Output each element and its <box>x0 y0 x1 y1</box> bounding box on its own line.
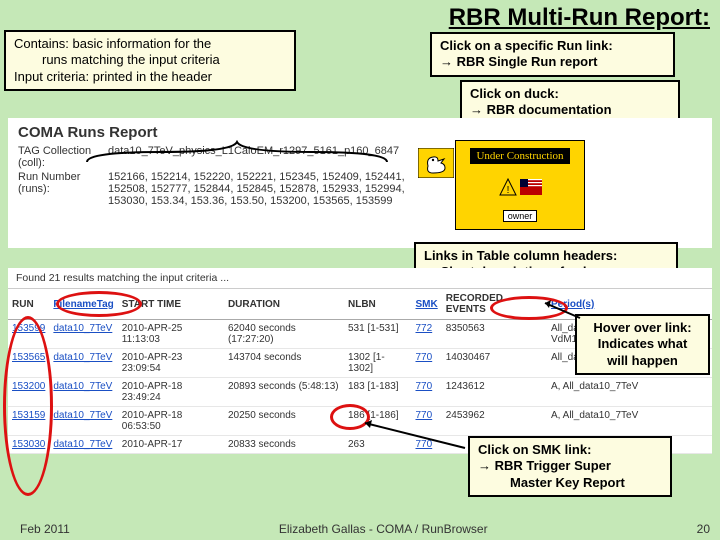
owner-label: owner <box>503 210 538 222</box>
meta-label-tag: TAG Collection (coll): <box>18 145 98 169</box>
callout-line: will happen <box>607 353 678 368</box>
cell-run[interactable]: 153200 <box>8 378 49 407</box>
cell-nlbn: 531 [1-531] <box>344 320 412 349</box>
report-header-area: COMA Runs Report TAG Collection (coll): … <box>8 118 712 248</box>
under-construction-label: Under Construction <box>470 148 569 164</box>
cell-period: A, All_data10_7TeV <box>547 378 712 407</box>
cell-recorded: 1243612 <box>442 378 547 407</box>
cell-duration: 20250 seconds <box>224 407 344 436</box>
col-smk[interactable]: SMK <box>412 289 442 320</box>
cell-run[interactable]: 153599 <box>8 320 49 349</box>
under-construction-box: Under Construction ! owner <box>455 140 585 230</box>
cell-smk[interactable]: 772 <box>412 320 442 349</box>
callout-contains: Contains: basic information for the runs… <box>4 30 296 91</box>
cell-smk[interactable]: 770 <box>412 407 442 436</box>
footer-page: 20 <box>697 522 710 536</box>
footer-author: Elizabeth Gallas - COMA / RunBrowser <box>279 522 488 536</box>
cell-recorded: 14030467 <box>442 349 547 378</box>
col-duration: DURATION <box>224 289 344 320</box>
meta-value-runs-a: 152166, 152214, 152220, 152221, 152345, … <box>108 171 405 183</box>
callout-line: RBR documentation <box>487 102 612 117</box>
col-start: START TIME <box>118 289 224 320</box>
cell-start: 2010-APR-23 23:09:54 <box>118 349 224 378</box>
cell-smk[interactable]: 770 <box>412 436 442 454</box>
callout-runlink: Click on a specific Run link: → RBR Sing… <box>430 32 675 77</box>
results-count-msg: Found 21 results matching the input crit… <box>8 268 712 289</box>
cell-recorded: 8350563 <box>442 320 547 349</box>
callout-hover: Hover over link: Indicates what will hap… <box>575 314 710 375</box>
col-run: RUN <box>8 289 49 320</box>
callout-line: RBR Trigger Super <box>495 458 611 473</box>
callout-line: Master Key Report <box>510 475 625 490</box>
callout-line: Click on duck: <box>470 86 559 101</box>
callout-line: Input criteria: printed in the header <box>14 69 286 85</box>
cell-nlbn: 1302 [1-1302] <box>344 349 412 378</box>
cell-nlbn: 186 [1-186] <box>344 407 412 436</box>
svg-text:!: ! <box>506 185 509 196</box>
col-filetag[interactable]: FilenameTag <box>49 289 117 320</box>
page-title: RBR Multi-Run Report: <box>449 4 710 32</box>
callout-line: RBR Single Run report <box>457 54 598 69</box>
meta-value-runs-c: 153030, 153.34, 153.36, 153.50, 153200, … <box>108 195 405 207</box>
cell-file[interactable]: data10_7TeV <box>49 349 117 378</box>
cell-file[interactable]: data10_7TeV <box>49 320 117 349</box>
col-nlbn: NLBN <box>344 289 412 320</box>
cell-run[interactable]: 153565 <box>8 349 49 378</box>
footer-date: Feb 2011 <box>20 522 70 536</box>
footer: Feb 2011 Elizabeth Gallas - COMA / RunBr… <box>20 522 710 536</box>
cell-start: 2010-APR-25 11:13:03 <box>118 320 224 349</box>
col-recorded: RECORDED EVENTS <box>442 289 547 320</box>
cell-duration: 20833 seconds <box>224 436 344 454</box>
callout-line: Indicates what <box>598 336 688 351</box>
cell-duration: 62040 seconds (17:27:20) <box>224 320 344 349</box>
cell-recorded: 2453962 <box>442 407 547 436</box>
construction-icons: ! <box>498 177 543 197</box>
callout-smk: Click on SMK link: → RBR Trigger Super M… <box>468 436 672 497</box>
callout-line: Click on a specific Run link: <box>440 38 613 53</box>
cell-file[interactable]: data10_7TeV <box>49 378 117 407</box>
table-row: 153159data10_7TeV2010-APR-18 06:53:50202… <box>8 407 712 436</box>
cell-run[interactable]: 153030 <box>8 436 49 454</box>
cell-period: A, All_data10_7TeV <box>547 407 712 436</box>
cell-start: 2010-APR-17 <box>118 436 224 454</box>
callout-line: Hover over link: <box>593 320 691 335</box>
cell-duration: 143704 seconds <box>224 349 344 378</box>
callout-line: Click on SMK link: <box>478 442 591 457</box>
cell-nlbn: 183 [1-183] <box>344 378 412 407</box>
duck-icon[interactable] <box>418 148 454 178</box>
cell-start: 2010-APR-18 06:53:50 <box>118 407 224 436</box>
cell-file[interactable]: data10_7TeV <box>49 436 117 454</box>
cell-smk[interactable]: 770 <box>412 349 442 378</box>
cell-smk[interactable]: 770 <box>412 378 442 407</box>
meta-value-runs-b: 152508, 152777, 152844, 152845, 152878, … <box>108 183 405 195</box>
callout-line: runs matching the input criteria <box>14 52 286 68</box>
cell-duration: 20893 seconds (5:48:13) <box>224 378 344 407</box>
callout-line: Contains: basic information for the <box>14 36 286 52</box>
cell-run[interactable]: 153159 <box>8 407 49 436</box>
cell-start: 2010-APR-18 23:49:24 <box>118 378 224 407</box>
meta-label-runs: Run Number (runs): <box>18 171 98 207</box>
cell-file[interactable]: data10_7TeV <box>49 407 117 436</box>
cell-nlbn: 263 <box>344 436 412 454</box>
meta-value-tag: data10_7TeV_physics_L1CaloEM_r1297_5161_… <box>108 145 399 169</box>
table-row: 153200data10_7TeV2010-APR-18 23:49:24208… <box>8 378 712 407</box>
report-title: COMA Runs Report <box>18 124 702 141</box>
callout-line: Links in Table column headers: <box>424 248 617 263</box>
